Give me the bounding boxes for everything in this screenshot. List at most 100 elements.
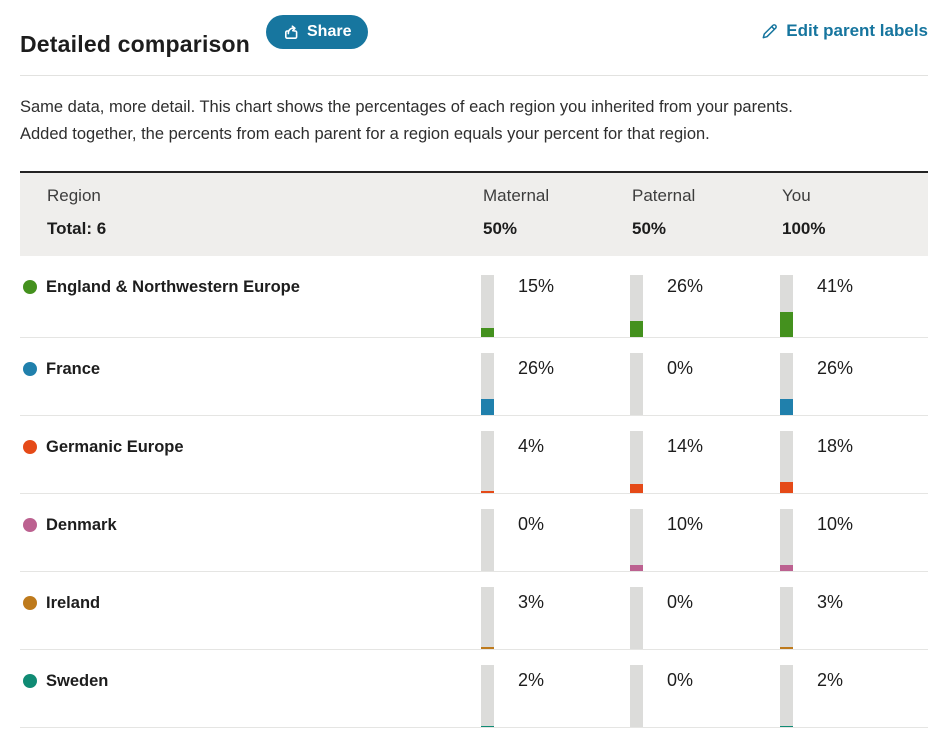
bar-fill — [630, 320, 643, 337]
total-you: 100% — [782, 219, 826, 238]
bar-fill — [780, 398, 793, 415]
region-cell: Denmark — [20, 494, 481, 571]
table-row: Ireland 3% 0% 3% — [20, 572, 928, 650]
you-percent: 41% — [817, 276, 854, 296]
table-body: England & Northwestern Europe 15% 26% 41… — [20, 256, 928, 728]
maternal-cell: 2% — [481, 650, 630, 727]
paternal-percent: 14% — [667, 436, 704, 456]
page-title: Detailed comparison — [20, 31, 251, 58]
you-cell: 3% — [780, 572, 928, 649]
bar-fill — [780, 564, 793, 571]
region-label: Denmark — [46, 516, 117, 534]
bar-track — [630, 509, 643, 571]
region-cell: Sweden — [20, 650, 481, 727]
you-percent: 18% — [817, 436, 854, 456]
paternal-cell: 10% — [630, 494, 780, 571]
paternal-percent: 0% — [667, 592, 694, 612]
bar-track — [780, 275, 793, 337]
region-dot — [23, 440, 37, 454]
paternal-cell: 0% — [630, 338, 780, 415]
comparison-table: Region Maternal Paternal You Total: 6 50… — [20, 171, 928, 728]
bar-track — [780, 509, 793, 571]
bar-fill — [630, 564, 643, 571]
bar-fill — [780, 311, 793, 337]
paternal-cell: 0% — [630, 650, 780, 727]
bar-track — [481, 665, 494, 727]
bar-track — [780, 587, 793, 649]
paternal-percent: 0% — [667, 358, 694, 378]
region-label: Ireland — [46, 594, 101, 612]
region-dot — [23, 518, 37, 532]
bar-track — [630, 587, 643, 649]
edit-parent-labels-text: Edit parent labels — [786, 21, 928, 40]
table-header: Region Maternal Paternal You Total: 6 50… — [20, 173, 928, 256]
maternal-percent: 26% — [518, 358, 555, 378]
maternal-cell: 0% — [481, 494, 630, 571]
column-header-maternal: Maternal — [483, 186, 550, 205]
maternal-percent: 0% — [518, 514, 545, 534]
edit-parent-labels-link[interactable]: Edit parent labels — [760, 21, 928, 41]
region-label: Sweden — [46, 672, 109, 690]
bar-track — [630, 353, 643, 415]
you-cell: 10% — [780, 494, 928, 571]
region-dot — [23, 674, 37, 688]
bar-fill — [481, 327, 494, 337]
you-percent: 26% — [817, 358, 854, 378]
you-percent: 3% — [817, 592, 844, 612]
description-line-1: Same data, more detail. This chart shows… — [20, 98, 793, 116]
region-label: Germanic Europe — [46, 438, 184, 456]
column-header-region: Region — [47, 186, 101, 205]
you-cell: 26% — [780, 338, 928, 415]
bar-track — [481, 431, 494, 493]
table-row: Germanic Europe 4% 14% 18% — [20, 416, 928, 494]
maternal-percent: 2% — [518, 670, 545, 690]
bar-track — [630, 275, 643, 337]
region-dot — [23, 362, 37, 376]
column-header-you: You — [782, 186, 811, 205]
paternal-percent: 26% — [667, 276, 704, 296]
bar-fill — [780, 481, 793, 493]
paternal-cell: 0% — [630, 572, 780, 649]
maternal-percent: 3% — [518, 592, 545, 612]
you-cell: 2% — [780, 650, 928, 727]
bar-track — [481, 353, 494, 415]
bar-fill — [630, 484, 643, 493]
bar-fill — [481, 490, 494, 493]
table-row: France 26% 0% 26% — [20, 338, 928, 416]
bar-fill — [780, 647, 793, 649]
table-row: Denmark 0% 10% 10% — [20, 494, 928, 572]
maternal-cell: 3% — [481, 572, 630, 649]
column-header-paternal: Paternal — [632, 186, 696, 205]
maternal-cell: 15% — [481, 256, 630, 337]
total-paternal: 50% — [632, 219, 667, 238]
share-button[interactable]: Share — [266, 15, 369, 49]
bar-track — [780, 665, 793, 727]
paternal-cell: 26% — [630, 256, 780, 337]
table-row: Sweden 2% 0% 2% — [20, 650, 928, 728]
region-label: England & Northwestern Europe — [46, 278, 300, 296]
bar-track — [481, 275, 494, 337]
bar-fill — [780, 725, 793, 727]
bar-track — [481, 587, 494, 649]
you-percent: 2% — [817, 670, 844, 690]
share-icon — [283, 24, 300, 41]
region-cell: Ireland — [20, 572, 481, 649]
region-cell: Germanic Europe — [20, 416, 481, 493]
region-dot — [23, 280, 37, 294]
total-regions: Total: 6 — [47, 219, 107, 238]
region-cell: France — [20, 338, 481, 415]
title-divider — [20, 75, 928, 76]
you-cell: 18% — [780, 416, 928, 493]
pencil-icon — [760, 22, 779, 41]
maternal-cell: 4% — [481, 416, 630, 493]
bar-fill — [481, 398, 494, 415]
maternal-percent: 4% — [518, 436, 545, 456]
region-label: France — [46, 360, 101, 378]
bar-track — [630, 665, 643, 727]
paternal-cell: 14% — [630, 416, 780, 493]
bar-track — [780, 353, 793, 415]
description: Same data, more detail. This chart shows… — [20, 94, 793, 148]
region-dot — [23, 596, 37, 610]
you-percent: 10% — [817, 514, 854, 534]
maternal-cell: 26% — [481, 338, 630, 415]
